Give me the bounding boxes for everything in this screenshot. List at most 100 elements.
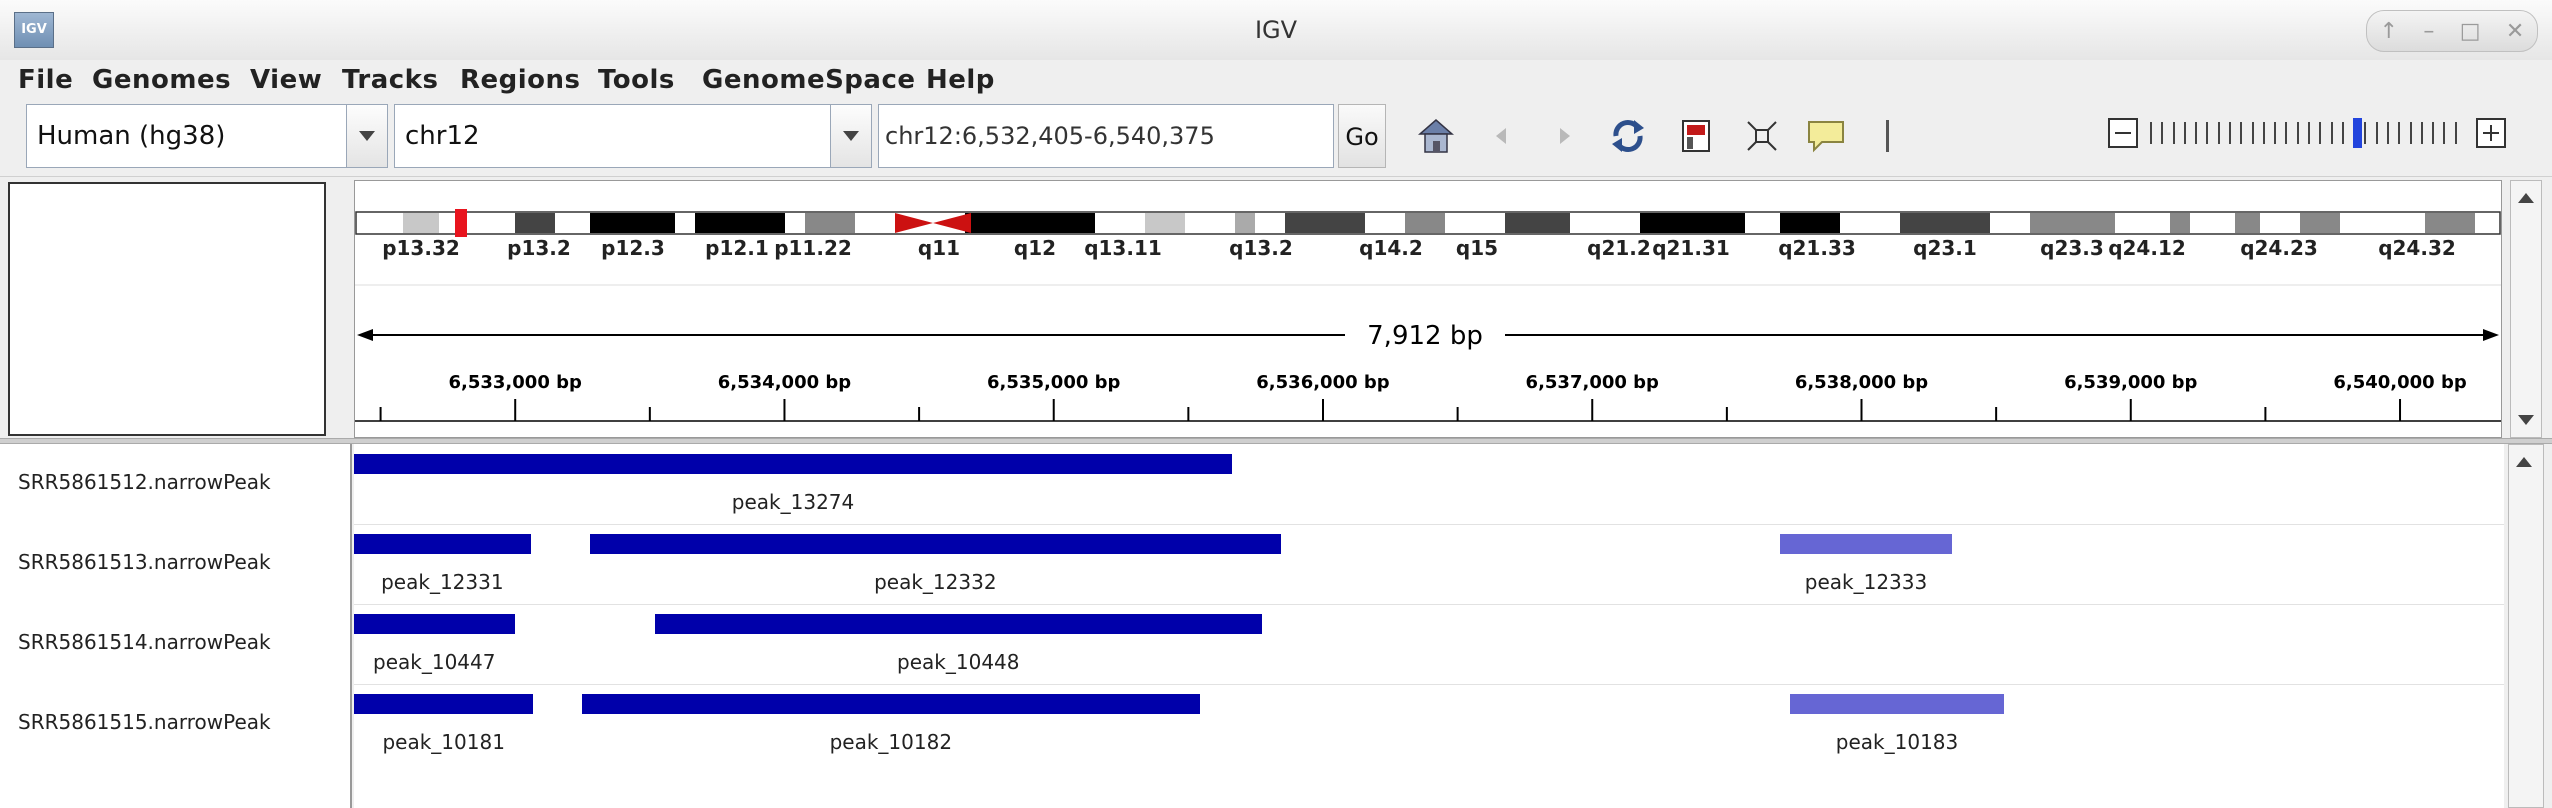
peak-label: peak_10447 — [365, 650, 504, 674]
peak-feature[interactable] — [354, 694, 534, 714]
home-icon[interactable] — [1416, 116, 1456, 156]
genome-dropdown[interactable]: Human (hg38) — [26, 104, 388, 168]
zoom-tick[interactable] — [2183, 122, 2186, 144]
zoom-out-button[interactable] — [2108, 118, 2138, 148]
back-icon[interactable] — [1490, 124, 1512, 148]
peak-feature[interactable] — [1779, 534, 1953, 554]
zoom-tick[interactable] — [2364, 122, 2367, 144]
cytoband — [1145, 213, 1185, 233]
track-name[interactable]: SRR5861514.narrowPeak — [18, 630, 271, 654]
peak-label: peak_13274 — [723, 490, 863, 514]
locus-input[interactable] — [878, 104, 1334, 168]
menu-help[interactable]: Help — [926, 65, 995, 95]
zoom-tick[interactable] — [2387, 122, 2389, 144]
centromere — [895, 213, 933, 233]
zoom-tick[interactable] — [2240, 122, 2243, 144]
go-button[interactable]: Go — [1338, 104, 1386, 168]
maximize-up-icon[interactable]: ↑ — [2379, 18, 2399, 44]
window-controls: ↑ – □ ✕ — [2366, 10, 2538, 52]
zoom-tick[interactable] — [2341, 122, 2344, 144]
chromosome-dropdown[interactable]: chr12 — [394, 104, 872, 168]
peak-label: peak_12333 — [1796, 570, 1936, 594]
cytoband-label: q24.32 — [2378, 236, 2456, 260]
zoom-tick[interactable] — [2251, 122, 2254, 144]
zoom-tick[interactable] — [2262, 122, 2265, 144]
zoom-tick[interactable] — [2172, 122, 2175, 144]
cytoband — [2030, 213, 2115, 233]
forward-icon[interactable] — [1554, 124, 1576, 148]
peak-feature[interactable] — [581, 694, 1200, 714]
peak-feature[interactable] — [654, 614, 1262, 634]
ruler-tick-label: 6,539,000 bp — [2064, 372, 2197, 393]
scroll-up-icon[interactable] — [2516, 457, 2532, 467]
track-name[interactable]: SRR5861515.narrowPeak — [18, 710, 271, 734]
menu-tracks[interactable]: Tracks — [342, 65, 439, 95]
peak-feature[interactable] — [354, 534, 531, 554]
chevron-down-icon[interactable] — [830, 105, 871, 167]
menu-genomespace[interactable]: GenomeSpace — [702, 65, 916, 95]
zoom-tick[interactable] — [2195, 122, 2198, 144]
zoom-tick[interactable] — [2296, 122, 2299, 144]
peak-feature[interactable] — [354, 614, 515, 634]
cytoband-label: p13.32 — [382, 236, 460, 260]
scroll-down-icon[interactable] — [2518, 415, 2534, 425]
cytoband-label: p12.1 — [705, 236, 769, 260]
zoom-tick[interactable] — [2217, 122, 2220, 144]
zoom-tick[interactable] — [2285, 122, 2288, 144]
minimize-icon[interactable]: – — [2423, 18, 2435, 44]
panel-divider[interactable] — [0, 438, 2552, 444]
track-name[interactable]: SRR5861513.narrowPeak — [18, 550, 271, 574]
zoom-tick[interactable] — [2409, 122, 2412, 144]
peak-feature[interactable] — [1790, 694, 2004, 714]
zoom-tick[interactable] — [2432, 122, 2435, 144]
data-scrollbar[interactable] — [2508, 444, 2544, 808]
menu-file[interactable]: File — [18, 65, 74, 95]
divider-icon — [1886, 120, 1889, 152]
peak-label: peak_12331 — [373, 570, 512, 594]
span-label: 7,912 bp — [1367, 321, 1483, 351]
zoom-tick[interactable] — [2319, 122, 2322, 144]
close-icon[interactable]: ✕ — [2505, 18, 2525, 44]
zoom-tick[interactable] — [2308, 122, 2310, 144]
cytoband-label: q24.23 — [2240, 236, 2318, 260]
scroll-up-icon[interactable] — [2518, 193, 2534, 203]
ruler-tick-label: 6,535,000 bp — [987, 372, 1120, 393]
menu-regions[interactable]: Regions — [460, 65, 581, 95]
menu-genomes[interactable]: Genomes — [92, 65, 232, 95]
menu-tools[interactable]: Tools — [598, 65, 675, 95]
zoom-tick[interactable] — [2443, 122, 2446, 144]
zoom-tick[interactable] — [2161, 122, 2164, 144]
peak-feature[interactable] — [354, 454, 1233, 474]
restore-icon[interactable]: □ — [2459, 18, 2481, 44]
zoom-tick[interactable] — [2229, 122, 2231, 144]
zoom-tick[interactable] — [2375, 122, 2378, 144]
track-name-panel: SRR5861512.narrowPeak SRR5861513.narrowPe… — [0, 444, 352, 808]
zoom-tick[interactable] — [2420, 122, 2423, 144]
zoom-in-button[interactable] — [2476, 118, 2506, 148]
zoom-tick[interactable] — [2206, 122, 2209, 144]
ruler-tick-label: 6,537,000 bp — [1526, 372, 1659, 393]
refresh-icon[interactable] — [1608, 116, 1648, 156]
track-name[interactable]: SRR5861512.narrowPeak — [18, 470, 271, 494]
zoom-tick[interactable] — [2330, 122, 2333, 144]
zoom-tick[interactable] — [2274, 122, 2277, 144]
zoom-slider[interactable] — [2150, 118, 2466, 148]
popup-info-icon[interactable] — [1806, 118, 1846, 154]
zoom-tick[interactable] — [2454, 122, 2457, 144]
cytoband — [1780, 213, 1840, 233]
fit-icon[interactable] — [1746, 120, 1778, 152]
cytoband — [2170, 213, 2190, 233]
zoom-tick[interactable] — [2398, 122, 2401, 144]
header-scrollbar[interactable] — [2510, 180, 2542, 438]
peak-feature[interactable] — [590, 534, 1281, 554]
menu-view[interactable]: View — [250, 65, 323, 95]
peak-label: peak_10183 — [1827, 730, 1967, 754]
ruler-tick-label: 6,538,000 bp — [1795, 372, 1928, 393]
cytoband — [1900, 213, 1990, 233]
cytoband-label: q24.12 — [2108, 236, 2186, 260]
region-icon[interactable] — [1680, 118, 1714, 154]
chevron-down-icon[interactable] — [346, 105, 387, 167]
cytoband — [2235, 213, 2260, 233]
zoom-slider-thumb[interactable] — [2353, 118, 2363, 148]
zoom-tick[interactable] — [2150, 122, 2152, 144]
